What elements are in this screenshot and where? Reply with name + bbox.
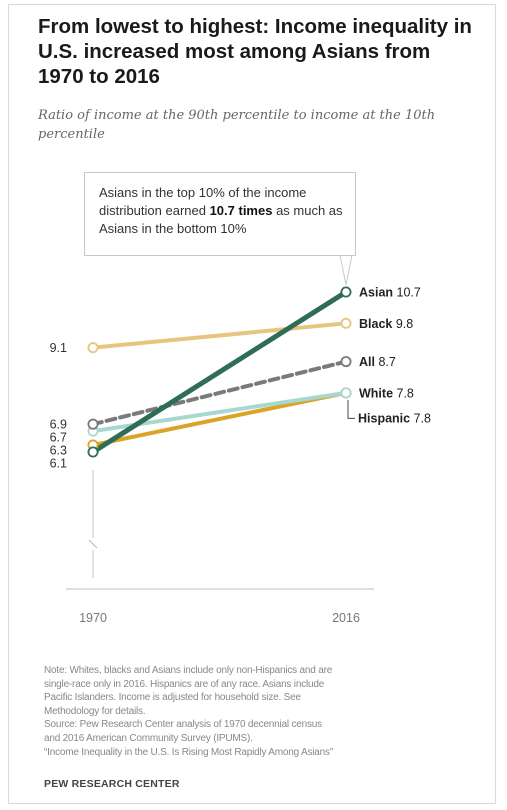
x-tick-label: 2016 xyxy=(332,611,360,625)
data-point-all xyxy=(340,356,352,368)
annotation-callout: Asians in the top 10% of the income dist… xyxy=(84,172,356,256)
series-end-value: 8.7 xyxy=(375,355,396,369)
data-point-asian xyxy=(340,286,352,298)
callout-text-bold: 10.7 times xyxy=(209,203,273,218)
note-line: “Income Inequality in the U.S. Is Rising… xyxy=(44,746,333,758)
note-line: Note: Whites, blacks and Asians include … xyxy=(44,665,333,676)
note-line: Methodology for details. xyxy=(44,705,146,717)
series-line-all xyxy=(91,359,348,427)
chart-card xyxy=(8,4,496,804)
series-line-white xyxy=(91,390,348,448)
data-point-black xyxy=(340,317,352,329)
start-value-label: 6.7 xyxy=(50,431,67,445)
x-tick-label: 1970 xyxy=(79,611,107,625)
note-line: Pacific Islanders. Income is adjusted fo… xyxy=(44,692,301,704)
series-name: Black xyxy=(359,317,392,331)
end-label-white: White 7.8 xyxy=(359,386,414,400)
data-point-asian xyxy=(87,446,99,458)
series-name: Asian xyxy=(359,286,393,300)
data-point-all xyxy=(87,418,99,430)
chart-subtitle: Ratio of income at the 90th percentile t… xyxy=(38,108,436,142)
start-value-label: 9.1 xyxy=(50,341,67,355)
end-label-asian: Asian 10.7 xyxy=(359,286,421,300)
note-line: and 2016 American Community Survey (IPUM… xyxy=(44,732,253,744)
start-value-label: 6.1 xyxy=(50,457,67,471)
series-end-value: 7.8 xyxy=(393,386,414,400)
data-point-black xyxy=(87,342,99,354)
data-point-hispanic xyxy=(340,387,352,399)
chart-title: From lowest to highest: Income inequalit… xyxy=(38,15,472,88)
start-value-label: 6.9 xyxy=(50,418,67,432)
callout-text-before: Asians in the top 10% of the income dist… xyxy=(99,185,307,218)
end-label-all: All 8.7 xyxy=(359,355,396,369)
callout-pointer xyxy=(339,254,353,286)
series-name: White xyxy=(359,386,393,400)
series-name: All xyxy=(359,355,375,369)
chart-notes: Note: Whites, blacks and Asians include … xyxy=(44,664,474,759)
series-line-black xyxy=(91,321,348,350)
series-name: Hispanic xyxy=(358,411,410,425)
start-value-label: 6.3 xyxy=(50,444,67,458)
axis-break-mark xyxy=(88,539,98,549)
series-line-asian xyxy=(90,289,349,455)
line-chart: 1970 2016 9.1 6.96.76.36.1 Asian 10.7 Black 9… xyxy=(50,254,431,625)
end-label-black: Black 9.8 xyxy=(359,317,413,331)
series-end-value: 7.8 xyxy=(410,411,431,425)
series-end-value: 9.8 xyxy=(392,317,413,331)
callout-text-after: as much as Asians in the bottom 10% xyxy=(99,203,343,236)
note-line: single-race only in 2016. Hispanics are … xyxy=(44,678,325,690)
label-leader-line xyxy=(347,399,355,419)
note-line: Source: Pew Research Center analysis of … xyxy=(44,719,322,731)
end-label-hispanic: Hispanic 7.8 xyxy=(358,411,431,425)
series-end-value: 10.7 xyxy=(393,286,421,300)
source-credit: PEW RESEARCH CENTER xyxy=(44,778,180,790)
